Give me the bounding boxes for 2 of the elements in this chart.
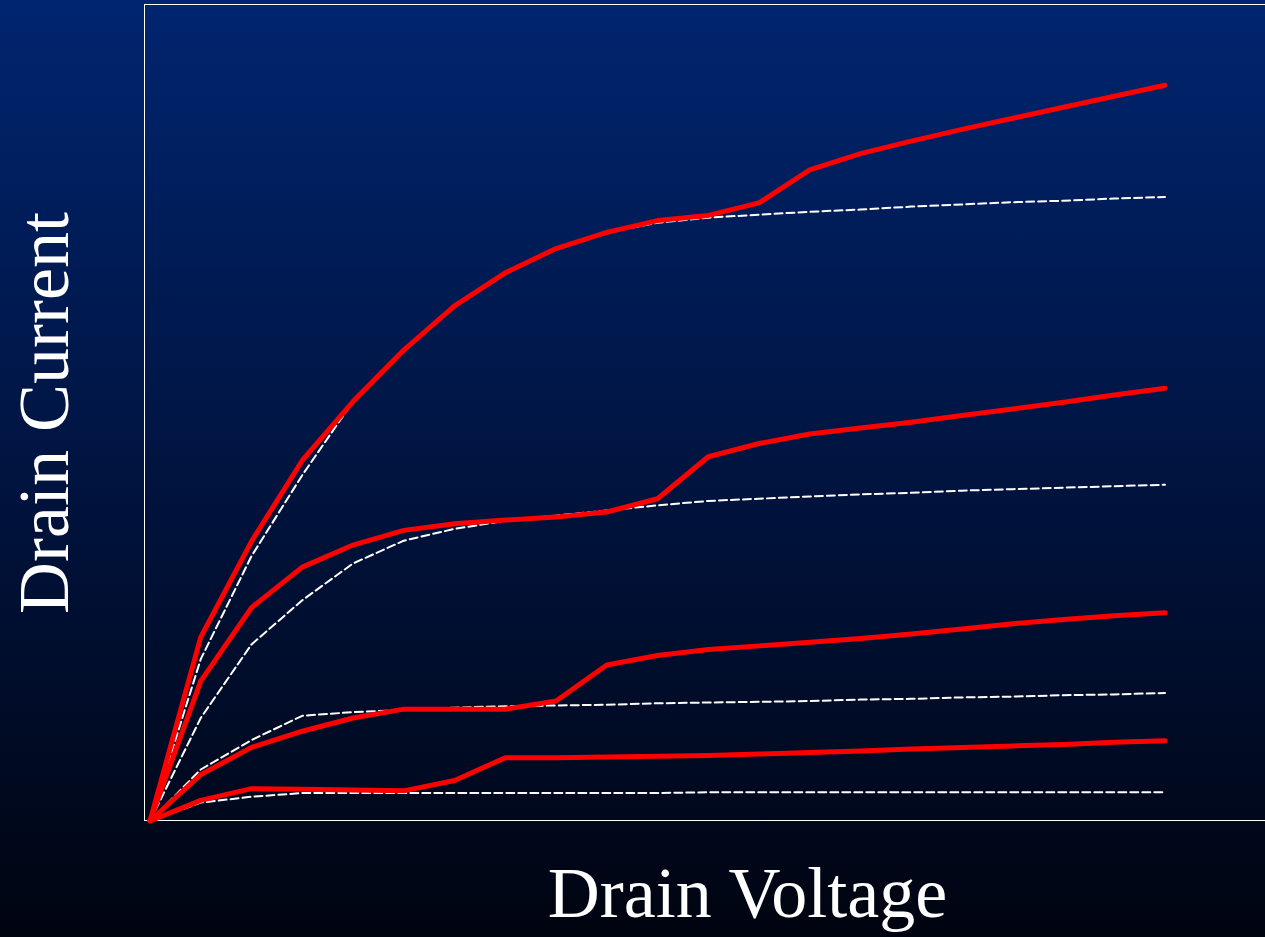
y-axis-title: Drain Current bbox=[4, 212, 84, 614]
x-axis-title: Drain Voltage bbox=[547, 853, 948, 933]
